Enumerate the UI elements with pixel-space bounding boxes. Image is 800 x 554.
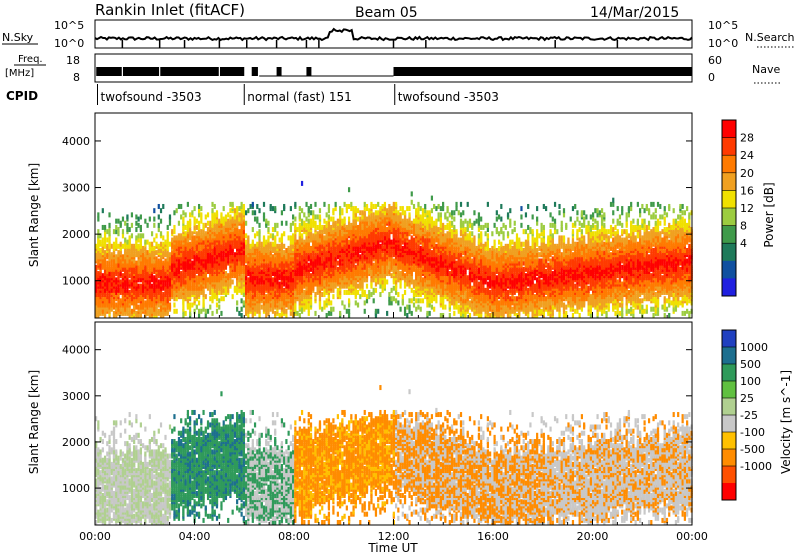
power-colorbar: 28 24 20 16 12 8 4 [721, 119, 754, 297]
xtick-6: 00:00 [676, 530, 708, 543]
power-ytick-3: 4000 [62, 135, 90, 148]
freq-right-tick-high: 60 [708, 54, 722, 67]
noise-trace [94, 27, 693, 48]
velocity-colorbar: 1000 500 100 25 -25 -100 -500 -1000 [721, 329, 772, 501]
noise-right-label: N.Search [745, 31, 795, 44]
freq-left-tick-low: 8 [73, 71, 80, 84]
velocity-y-axis: 1000 2000 3000 4000 [62, 344, 692, 495]
freq-right-label: Nave [752, 63, 780, 76]
power-ytick-2: 3000 [62, 182, 90, 195]
power-x-ticks [94, 312, 693, 318]
velocity-ytick-2: 3000 [62, 390, 90, 403]
velocity-cbar-tick-4: -25 [740, 409, 758, 422]
power-ylabel: Slant Range [km] [27, 163, 41, 267]
freq-right-tick-low: 0 [708, 71, 715, 84]
velocity-cbar-tick-7: -1000 [740, 460, 772, 473]
noise-panel: N.Sky 10^5 10^0 10^5 10^0 N.Search [2, 19, 795, 50]
velocity-colorbar-label: Velocity [m s^-1] [779, 370, 793, 474]
xtick-1: 04:00 [179, 530, 211, 543]
velocity-cbar-tick-0: 1000 [740, 341, 768, 354]
xtick-4: 16:00 [477, 530, 509, 543]
frequency-panel: Freq. [MHz] 18 8 60 0 Nave [5, 53, 782, 84]
power-y-axis: 1000 2000 3000 4000 [62, 135, 692, 288]
power-cbar-tick-1: 24 [740, 149, 754, 162]
velocity-cbar-tick-3: 25 [740, 392, 754, 405]
power-cbar-tick-3: 16 [740, 184, 754, 197]
station-title: Rankin Inlet (fitACF) [95, 1, 245, 19]
date-title: 14/Mar/2015 [590, 5, 679, 21]
noise-right-tick-high: 10^5 [708, 19, 738, 32]
power-cbar-tick-6: 4 [740, 237, 747, 250]
noise-right-tick-low: 10^0 [708, 37, 738, 50]
cpid-segment-1: normal (fast) 151 [247, 90, 351, 104]
velocity-ytick-3: 4000 [62, 344, 90, 357]
xtick-3: 12:00 [378, 530, 410, 543]
velocity-ylabel: Slant Range [km] [27, 370, 41, 474]
noise-left-tick-low: 10^0 [54, 37, 84, 50]
velocity-ytick-1: 2000 [62, 436, 90, 449]
cpid-segment-2: twofsound -3503 [398, 90, 499, 104]
power-panel: 1000 2000 3000 4000 Slant Range [km] 28 24 20… [27, 112, 776, 319]
x-axis-label: Time UT [367, 541, 418, 554]
velocity-cbar-tick-5: -100 [740, 426, 765, 439]
power-data-cells [95, 180, 693, 318]
freq-left-tick-high: 18 [66, 54, 80, 67]
cpid-segment-0: twofsound -3503 [100, 90, 201, 104]
velocity-ytick-0: 1000 [62, 482, 90, 495]
velocity-cbar-tick-1: 500 [740, 358, 761, 371]
beam-title: Beam 05 [355, 5, 418, 21]
xtick-0: 00:00 [79, 530, 111, 543]
velocity-panel: 1000 2000 3000 4000 00:00 04:00 08:00 12:00 16:… [27, 321, 793, 554]
noise-left-tick-high: 10^5 [54, 19, 84, 32]
xtick-2: 08:00 [278, 530, 310, 543]
velocity-cbar-tick-2: 100 [740, 375, 761, 388]
freq-left-unit: [MHz] [5, 68, 34, 79]
power-cbar-tick-4: 12 [740, 202, 754, 215]
velocity-data-cells [95, 385, 693, 525]
power-cbar-tick-2: 20 [740, 167, 754, 180]
power-cbar-tick-0: 28 [740, 132, 754, 145]
freq-left-label: Freq. [18, 54, 43, 65]
cpid-label: CPID [6, 89, 38, 103]
power-ytick-1: 2000 [62, 228, 90, 241]
xtick-5: 20:00 [577, 530, 609, 543]
power-colorbar-label: Power [dB] [762, 182, 776, 247]
noise-left-label: N.Sky [2, 31, 34, 44]
power-cbar-tick-5: 8 [740, 220, 747, 233]
frequency-trace [96, 66, 692, 80]
cpid-row: CPID twofsound -3503 normal (fast) 151 two… [6, 84, 499, 105]
velocity-cbar-tick-6: -500 [740, 443, 765, 456]
power-ytick-0: 1000 [62, 275, 90, 288]
velocity-x-axis: 00:00 04:00 08:00 12:00 16:00 20:00 00:00 [79, 519, 708, 543]
